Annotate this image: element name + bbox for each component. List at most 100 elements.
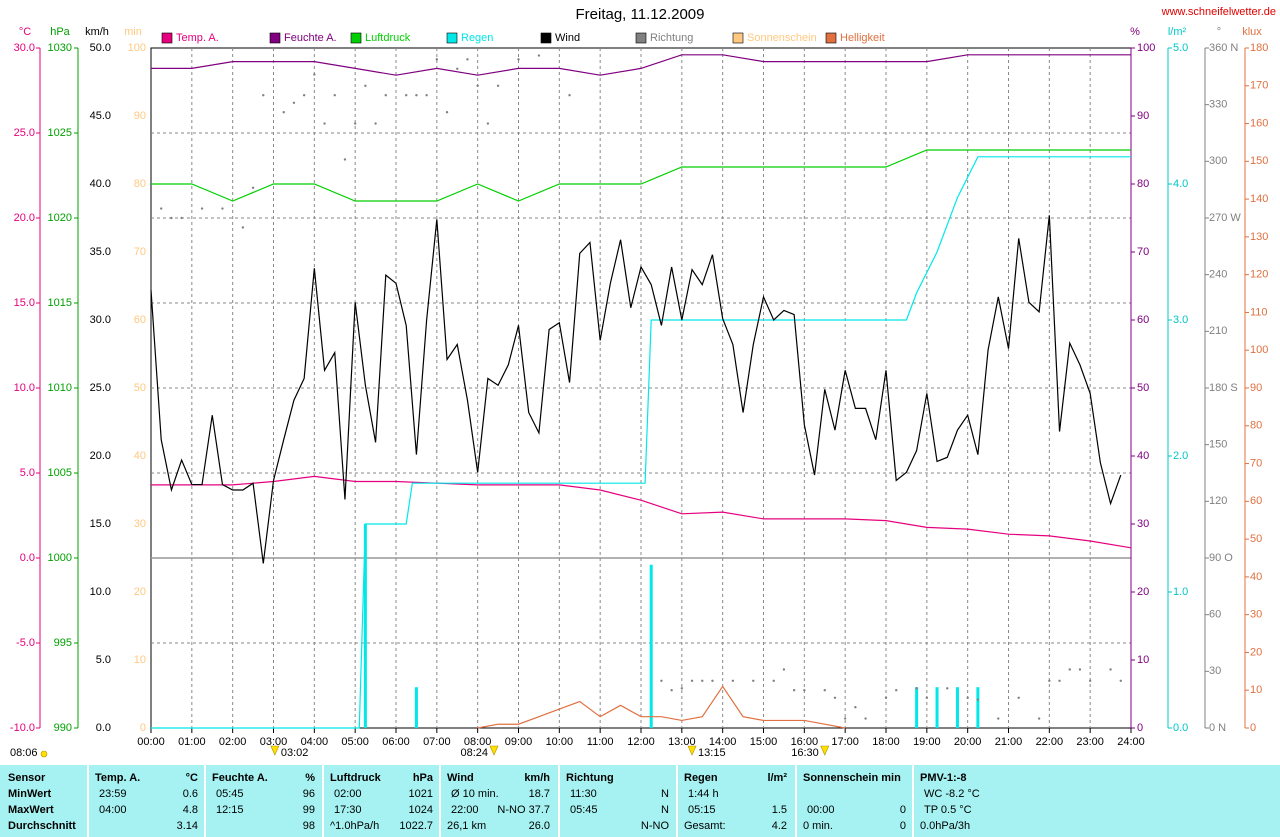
y-tick-label: 110 xyxy=(1250,306,1268,318)
y-tick-label: 10.0 xyxy=(14,382,35,394)
y-tick-label: 5.0 xyxy=(20,467,35,479)
y-tick-label: 1020 xyxy=(48,212,72,224)
y-tick-label: 5.0 xyxy=(1173,42,1188,54)
direction-dot xyxy=(946,687,949,690)
group-name: Wind xyxy=(447,772,474,784)
max-time: 05:45 xyxy=(570,804,598,816)
row-label: MinWert xyxy=(8,788,52,800)
max-value: 4.8 xyxy=(182,804,198,816)
y-tick-label: 20.0 xyxy=(90,450,111,462)
legend-swatch xyxy=(732,32,744,44)
direction-dot xyxy=(701,679,704,682)
direction-dot xyxy=(251,186,255,189)
y-tick-label: 5.0 xyxy=(96,654,111,666)
x-tick-label: 12:00 xyxy=(627,736,655,748)
y-tick-label: 0 xyxy=(140,722,146,734)
max-time: 12:15 xyxy=(216,804,244,816)
y-tick-label: 50 xyxy=(1137,382,1149,394)
direction-dot xyxy=(221,207,224,210)
avg-value: N-NO xyxy=(640,820,669,832)
direction-dot xyxy=(670,689,673,692)
legend-swatch xyxy=(350,32,362,44)
x-tick-label: 14:00 xyxy=(709,736,737,748)
y-tick-label: 35.0 xyxy=(90,246,111,258)
x-tick-label: 03:00 xyxy=(260,736,288,748)
min-value: N xyxy=(661,788,669,800)
y-tick-label: 0 xyxy=(1250,722,1256,734)
direction-dot xyxy=(660,679,663,682)
direction-dot xyxy=(966,696,969,699)
group-name: Regen xyxy=(684,772,718,784)
axis-unit: % xyxy=(1130,26,1140,38)
avg-value: 4.2 xyxy=(771,820,787,832)
x-tick-label: 02:00 xyxy=(219,736,247,748)
y-tick-label: 20 xyxy=(1250,646,1262,658)
min-time: 11:30 xyxy=(570,788,597,800)
direction-dot xyxy=(782,668,786,671)
group-unit: l/m² xyxy=(767,772,787,784)
y-tick-label: 1.0 xyxy=(1173,586,1188,598)
y-tick-label: 0.0 xyxy=(1173,722,1188,734)
y-tick-label: 120 xyxy=(1209,495,1227,507)
y-tick-label: 150 xyxy=(1209,439,1227,451)
y-tick-label: 50 xyxy=(134,382,146,394)
y-tick-label: 150 xyxy=(1250,155,1268,167)
y-tick-label: 90 xyxy=(134,110,146,122)
direction-dot xyxy=(1058,679,1061,682)
min-time: 05:45 xyxy=(216,788,244,800)
direction-dot xyxy=(1078,668,1082,671)
y-tick-label: 2.0 xyxy=(1173,450,1188,462)
direction-dot xyxy=(925,696,929,699)
y-tick-label: 1025 xyxy=(48,127,72,139)
column-separator xyxy=(87,765,89,837)
direction-dot xyxy=(568,94,571,97)
y-tick-label: 120 xyxy=(1250,269,1268,281)
avg-note: 0.0hPa/3h xyxy=(920,820,971,832)
avg-note: 0 min. xyxy=(803,820,833,832)
group-name: Richtung xyxy=(566,772,614,784)
axis-unit: l/m² xyxy=(1168,26,1187,38)
axis-unit: km/h xyxy=(85,26,109,38)
legend-swatch xyxy=(269,32,281,44)
source-link: www.schneifelwetter.de xyxy=(1161,6,1276,18)
max-time: 22:00 xyxy=(451,804,479,816)
direction-dot xyxy=(997,717,1000,720)
x-tick-label: 19:00 xyxy=(913,736,941,748)
x-tick-label: 24:00 xyxy=(1117,736,1145,748)
group-name: Luftdruck xyxy=(330,772,381,784)
direction-dot xyxy=(333,94,336,97)
max-time: 17:30 xyxy=(334,804,362,816)
y-tick-label: 1015 xyxy=(48,297,72,309)
y-tick-label: 0 xyxy=(1137,722,1143,734)
row-label: Sensor xyxy=(8,772,46,784)
direction-dot xyxy=(466,58,469,61)
max-time: 04:00 xyxy=(99,804,127,816)
moon-time: 08:06 xyxy=(10,747,38,759)
group-unit: hPa xyxy=(412,772,433,784)
direction-dot xyxy=(323,122,326,125)
y-tick-label: 30.0 xyxy=(90,314,111,326)
y-tick-label: -10.0 xyxy=(10,722,35,734)
avg-value: 98 xyxy=(302,820,315,832)
x-tick-label: 20:00 xyxy=(954,736,982,748)
min-value: 96 xyxy=(302,788,315,800)
avg-note: 26,1 km xyxy=(447,820,487,832)
legend-label: Helligkeit xyxy=(840,32,885,44)
y-tick-label: 100 xyxy=(1137,42,1155,54)
y-tick-label: 30 xyxy=(134,518,146,530)
direction-dot xyxy=(1109,668,1112,671)
x-tick-label: 00:00 xyxy=(137,736,165,748)
max-value: 0 xyxy=(899,804,906,816)
direction-dot xyxy=(415,94,418,97)
direction-dot xyxy=(803,689,806,692)
direction-dot xyxy=(711,679,714,682)
y-tick-label: 3.0 xyxy=(1173,314,1188,326)
axis-unit: klux xyxy=(1242,26,1262,38)
direction-dot xyxy=(425,94,428,97)
min-time: Ø 10 min. xyxy=(451,788,499,800)
direction-dot xyxy=(731,679,735,682)
x-tick-label: 21:00 xyxy=(995,736,1023,748)
x-tick-label: 09:00 xyxy=(505,736,533,748)
direction-dot xyxy=(476,84,479,87)
y-tick-label: 15.0 xyxy=(90,518,111,530)
